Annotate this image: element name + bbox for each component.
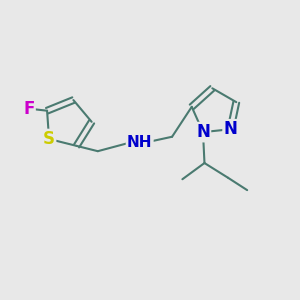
Text: S: S [43,130,55,148]
Text: F: F [23,100,34,118]
Text: NH: NH [127,135,152,150]
Text: N: N [224,120,238,138]
Text: N: N [196,123,210,141]
